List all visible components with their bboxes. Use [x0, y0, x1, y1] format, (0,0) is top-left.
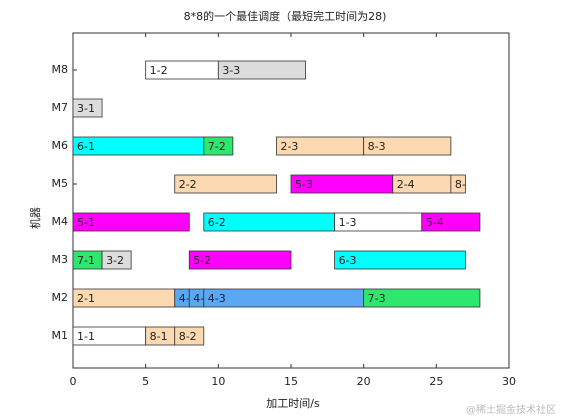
- task-label: 5-4: [426, 216, 444, 229]
- x-tick-label: 30: [502, 375, 516, 388]
- y-tick-label: M8: [52, 63, 69, 76]
- task-label: 3-3: [222, 64, 240, 77]
- task-label: 4-3: [208, 292, 226, 305]
- task-bar: [363, 136, 452, 156]
- task-label: 8-2: [179, 330, 197, 343]
- task-label: 2-4: [397, 178, 415, 191]
- task-label: 7-2: [208, 140, 226, 153]
- y-tick-label: M7: [52, 101, 69, 114]
- task-bar: [72, 98, 103, 118]
- x-tick-label: 0: [70, 375, 77, 388]
- task-label: 2-3: [280, 140, 298, 153]
- task-bar: [450, 174, 466, 194]
- task-bar: [334, 250, 466, 270]
- y-tick-label: M1: [52, 329, 69, 342]
- task-label: 6-3: [339, 254, 357, 267]
- task-bar: [203, 288, 365, 308]
- task-label: 2-1: [77, 292, 95, 305]
- task-label: 1-3: [339, 216, 357, 229]
- task-label: 5-2: [193, 254, 211, 267]
- task-label: 4-2: [193, 292, 211, 305]
- task-bar: [174, 174, 277, 194]
- x-tick-label: 15: [284, 375, 298, 388]
- y-tick-label: M2: [52, 291, 69, 304]
- task-label: 3-1: [77, 102, 95, 115]
- x-tick-label: 5: [142, 375, 149, 388]
- task-label: 8-1: [150, 330, 168, 343]
- y-tick-label: M4: [52, 215, 69, 228]
- task-label: 2-2: [179, 178, 197, 191]
- task-label: 8-3: [368, 140, 386, 153]
- y-tick-label: M3: [52, 253, 69, 266]
- task-bar: [217, 60, 306, 80]
- task-bar: [72, 212, 190, 232]
- y-tick-label: M5: [52, 177, 69, 190]
- task-label: 7-3: [368, 292, 386, 305]
- task-label: 6-1: [77, 140, 95, 153]
- plot-frame: [72, 32, 510, 369]
- watermark: @稀土掘金技术社区: [466, 403, 556, 416]
- x-tick-label: 10: [211, 375, 225, 388]
- task-label: 1-1: [77, 330, 95, 343]
- task-label: 7-1: [77, 254, 95, 267]
- task-bar: [188, 250, 292, 270]
- x-tick-label: 20: [357, 375, 371, 388]
- task-label: 3-2: [106, 254, 124, 267]
- task-label: 5-1: [77, 216, 95, 229]
- task-label: 4-1: [179, 292, 197, 305]
- task-bar: [101, 250, 132, 270]
- task-bar: [174, 326, 205, 346]
- task-label: 8-4: [455, 178, 473, 191]
- task-label: 6-2: [208, 216, 226, 229]
- task-label: 5-3: [295, 178, 313, 191]
- x-axis-label: 加工时间/s: [266, 397, 320, 410]
- task-label: 1-2: [150, 64, 168, 77]
- y-tick-label: M6: [52, 139, 69, 152]
- task-bar: [421, 212, 481, 232]
- task-bar: [203, 136, 234, 156]
- task-bar: [363, 288, 481, 308]
- y-axis-label: 机器: [28, 207, 42, 229]
- chart-title: 8*8的一个最佳调度（最短完工时间为28): [184, 9, 387, 23]
- x-tick-label: 25: [429, 375, 443, 388]
